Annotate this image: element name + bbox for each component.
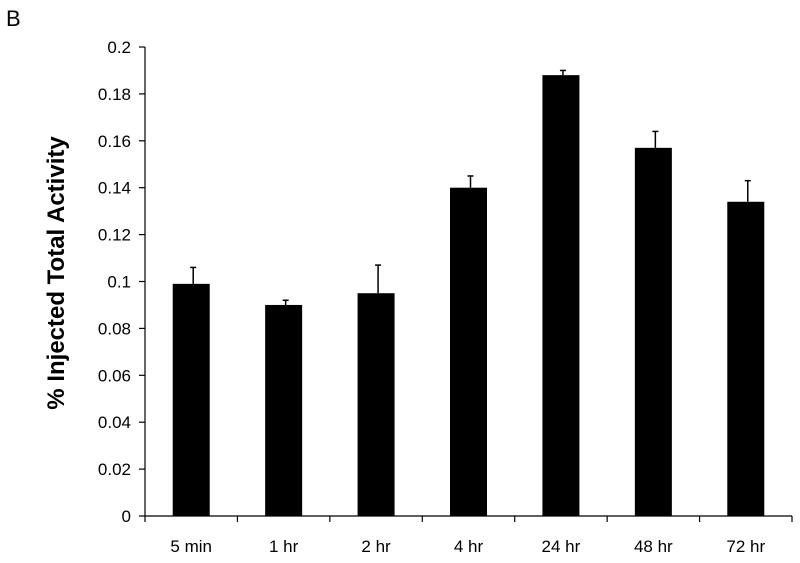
y-tick-label: 0.1 <box>107 273 131 292</box>
x-tick-label: 72 hr <box>726 537 765 556</box>
bar <box>542 75 580 516</box>
y-tick-label: 0.06 <box>98 366 131 385</box>
bar <box>357 293 395 516</box>
y-tick-label: 0.04 <box>98 413 131 432</box>
bar <box>265 304 303 516</box>
bar <box>634 147 672 516</box>
y-tick-label: 0 <box>122 507 131 526</box>
x-tick-label: 48 hr <box>634 537 673 556</box>
y-axis-title: % Injected Total Activity <box>43 136 70 410</box>
bar <box>450 187 487 516</box>
x-tick-label: 5 min <box>170 537 212 556</box>
x-axis: 5 min 1 hr 2 hr 4 hr 24 hr 48 hr 72 hr <box>144 515 793 556</box>
error-bars <box>190 69 751 305</box>
y-tick-label: 0.12 <box>98 226 131 245</box>
bars <box>172 75 765 516</box>
x-tick-label: 2 hr <box>361 537 391 556</box>
panel-label: B <box>6 6 21 31</box>
y-tick-label: 0.18 <box>98 85 131 104</box>
y-axis: 0 0.02 0.04 0.06 0.08 0.1 0.12 0.14 0.16 0.18 0.2 <box>98 38 146 526</box>
y-tick-label: 0.02 <box>98 460 131 479</box>
x-tick-label: 4 hr <box>454 537 484 556</box>
y-tick-label: 0.2 <box>107 38 131 57</box>
bar <box>727 201 765 516</box>
y-tick-label: 0.08 <box>98 319 131 338</box>
y-tick-label: 0.14 <box>98 179 131 198</box>
y-tick-label: 0.16 <box>98 132 131 151</box>
x-tick-label: 1 hr <box>269 537 299 556</box>
bar <box>172 283 210 516</box>
x-tick-label: 24 hr <box>542 537 581 556</box>
